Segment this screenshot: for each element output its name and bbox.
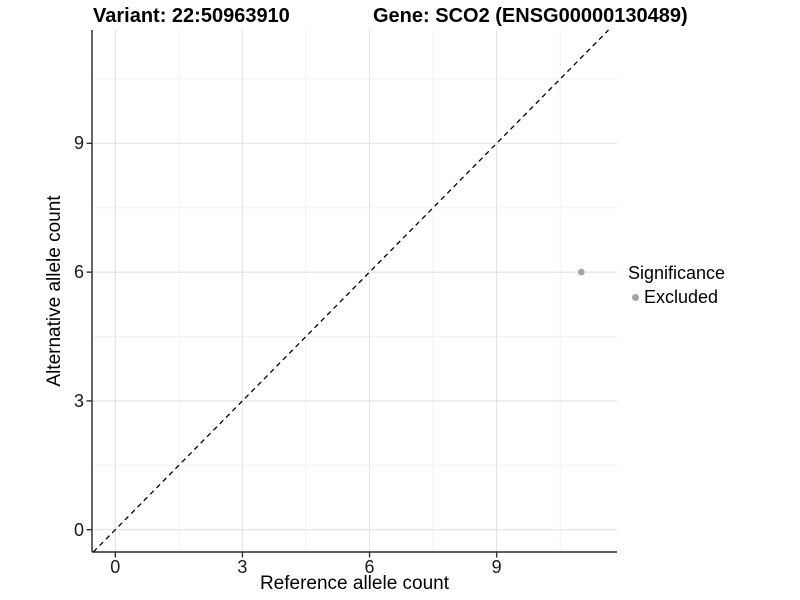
variant-title: Variant: 22:50963910: [93, 5, 290, 27]
x-tick-label: 3: [237, 557, 248, 577]
x-axis-label: Reference allele count: [259, 573, 450, 594]
x-tick-label: 0: [110, 557, 121, 577]
y-tick-label: 6: [73, 262, 84, 283]
legend-title: Significance: [628, 263, 726, 283]
excluded-point-swatch: [632, 294, 639, 301]
y-tick-label: 9: [73, 133, 84, 154]
legend-item-label: Excluded: [644, 287, 719, 307]
x-tick-label: 9: [491, 557, 502, 577]
gene-title: Gene: SCO2 (ENSG00000130489): [373, 5, 688, 27]
y-tick-label: 3: [73, 390, 84, 411]
legend-item-excluded: Excluded: [628, 287, 725, 308]
legend: Significance Excluded: [628, 263, 725, 308]
y-axis-label: Alternative allele count: [44, 195, 65, 387]
x-tick-label: 6: [364, 557, 375, 577]
identity-line: [92, 29, 609, 553]
y-tick-label: 0: [73, 519, 84, 540]
data-point-excluded: [578, 268, 585, 276]
